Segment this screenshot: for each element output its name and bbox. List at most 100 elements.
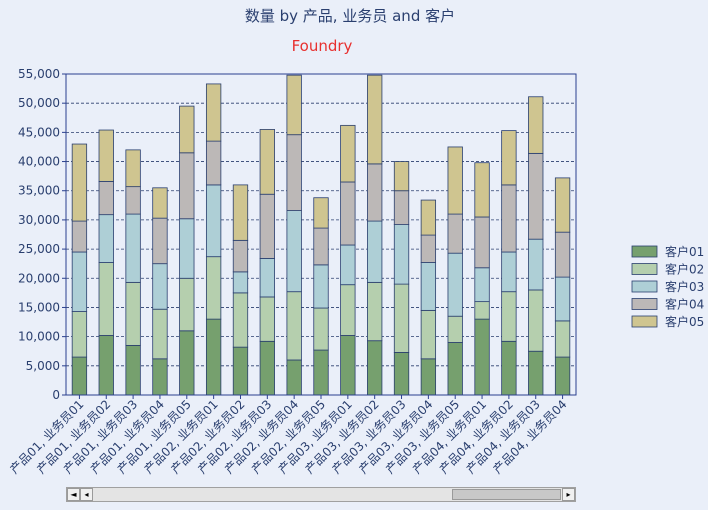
bar-segment <box>393 224 410 285</box>
bar-segment <box>179 277 195 332</box>
bar-segment <box>98 129 114 182</box>
bar-segment <box>447 146 463 215</box>
bar-segment <box>205 318 222 396</box>
bar-segment <box>71 356 88 396</box>
bar-segment <box>367 74 383 165</box>
bar-segment <box>528 96 544 154</box>
bar-segment <box>179 218 195 279</box>
bar-segment <box>474 162 490 218</box>
bar-segment <box>232 184 249 241</box>
bar-segment <box>474 318 490 396</box>
bars <box>71 74 571 396</box>
bar-segment <box>420 199 437 236</box>
bar-segment <box>286 210 302 293</box>
bar-segment <box>286 74 302 136</box>
bar-segment <box>98 180 114 216</box>
y-tick-label: 10,000 <box>18 330 60 344</box>
scroll-left-button[interactable]: ◂ <box>80 488 93 501</box>
y-tick-label: 0 <box>52 388 60 402</box>
scroll-thumb[interactable] <box>452 489 561 500</box>
y-tick-label: 15,000 <box>18 300 60 314</box>
y-tick-label: 20,000 <box>18 271 60 285</box>
bar-segment <box>98 214 114 263</box>
legend-swatch <box>631 298 658 310</box>
bar-segment <box>447 252 463 317</box>
legend-swatch <box>631 263 658 275</box>
horizontal-scrollbar[interactable]: ◄ ◂ ▸ <box>66 487 576 502</box>
bar-segment <box>71 143 88 222</box>
bar-segment <box>179 330 195 396</box>
bar-segment <box>286 359 302 396</box>
y-tick-label: 35,000 <box>18 184 60 198</box>
bar-segment <box>447 342 463 396</box>
y-tick-label: 45,000 <box>18 125 60 139</box>
bar-segment <box>367 220 383 283</box>
bar-segment <box>420 234 437 263</box>
bar-segment <box>286 134 302 211</box>
bar-segment <box>340 181 356 246</box>
legend-swatch <box>631 245 658 258</box>
bar-segment <box>313 349 329 396</box>
bar-segment <box>501 291 517 342</box>
bar-segment <box>179 105 195 154</box>
bar-segment <box>125 281 141 346</box>
bar-segment <box>447 213 463 254</box>
bar-segment <box>152 358 168 396</box>
bar-segment <box>259 296 275 342</box>
y-tick-label: 40,000 <box>18 155 60 169</box>
bar-segment <box>474 301 490 320</box>
bar-segment <box>367 340 383 396</box>
bar-segment <box>152 217 168 265</box>
bar-segment <box>259 340 275 396</box>
bar-segment <box>313 197 329 229</box>
bar-segment <box>554 320 571 358</box>
bar-segment <box>501 251 517 293</box>
axes: 0 5,000 10,000 15,000 20,000 25,000 30,000 35,0… <box>7 67 577 477</box>
scroll-right-button[interactable]: ▸ <box>562 488 575 501</box>
bar-segment <box>205 184 222 258</box>
scroll-first-button[interactable]: ◄ <box>67 488 80 501</box>
bar-segment <box>367 163 383 222</box>
bar-segment <box>313 227 329 266</box>
bar-segment <box>259 129 275 195</box>
bar-segment <box>259 258 275 298</box>
bar-segment <box>125 149 141 188</box>
bar-segment <box>393 190 410 225</box>
bar-segment <box>474 267 490 303</box>
bar-segment <box>447 315 463 343</box>
y-tick-label: 5,000 <box>26 359 60 373</box>
chart-title: 数量 by 产品, 业务员 and 客户 <box>245 7 455 25</box>
bar-segment <box>232 239 249 273</box>
bar-segment <box>393 351 410 396</box>
bar-segment <box>71 251 88 312</box>
bar-segment <box>286 291 302 361</box>
bar-segment <box>474 216 490 269</box>
bar-segment <box>152 308 168 360</box>
bar-segment <box>554 177 571 233</box>
bar-segment <box>340 284 356 336</box>
bar-segment <box>501 340 517 396</box>
legend-label: 客户01 <box>665 244 704 259</box>
bar-segment <box>232 271 249 294</box>
bar-segment <box>98 335 114 396</box>
bar-segment <box>367 281 383 342</box>
y-tick-label: 50,000 <box>18 96 60 110</box>
bar-segment <box>313 264 329 309</box>
bar-segment <box>259 193 275 259</box>
legend-swatch <box>631 315 658 328</box>
chart: 数量 by 产品, 业务员 and 客户 Foundry 0 5,000 10,00… <box>7 7 705 477</box>
bar-segment <box>205 140 222 186</box>
bar-segment <box>98 262 114 336</box>
legend-label: 客户05 <box>665 314 704 329</box>
bar-segment <box>71 311 88 358</box>
bar-segment <box>420 309 437 360</box>
bar-segment <box>501 130 517 186</box>
bar-segment <box>554 356 571 396</box>
bar-segment <box>340 124 356 183</box>
legend-label: 客户04 <box>665 297 704 312</box>
legend-swatch <box>631 280 658 293</box>
chart-subtitle: Foundry <box>292 37 353 55</box>
bar-segment <box>528 152 544 240</box>
bar-segment <box>528 289 544 352</box>
bar-segment <box>152 263 168 310</box>
